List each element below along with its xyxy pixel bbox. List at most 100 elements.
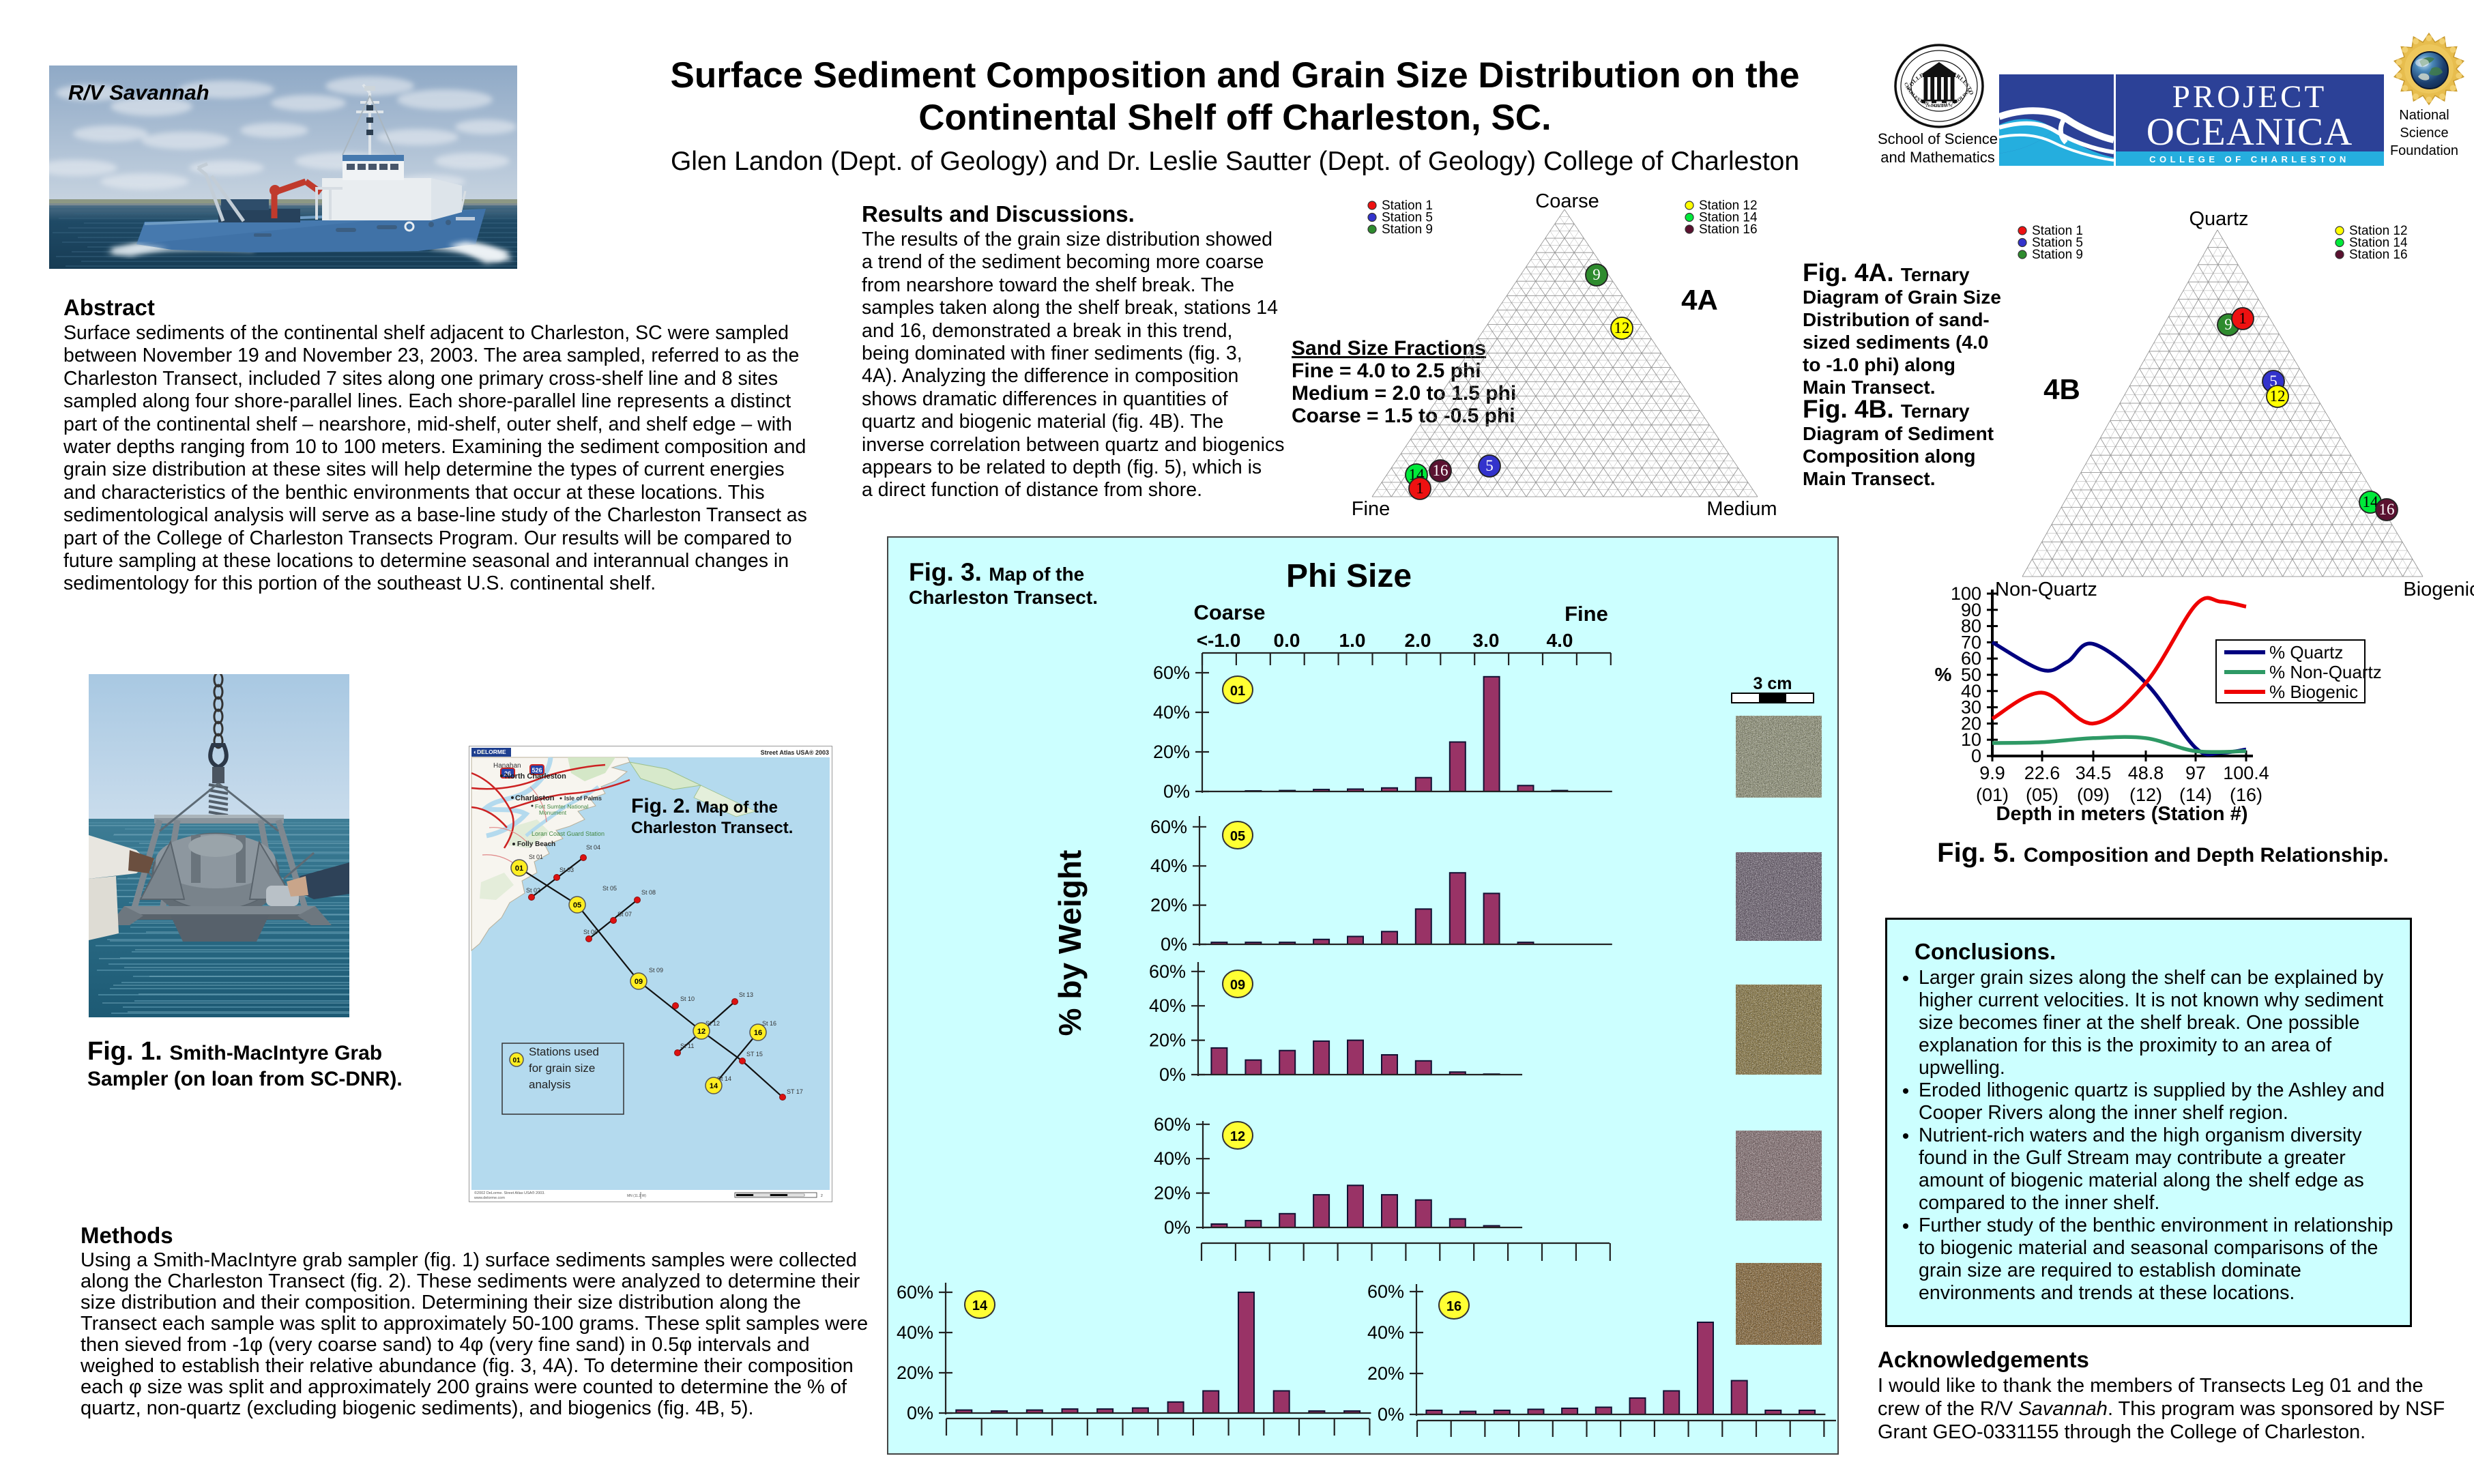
svg-text:100.4: 100.4 bbox=[2223, 763, 2269, 783]
svg-text:05: 05 bbox=[1230, 829, 1245, 844]
svg-text:Biogenic: Biogenic bbox=[2403, 579, 2474, 600]
svg-text:St 07: St 07 bbox=[617, 911, 632, 918]
svg-text:Station 1: Station 1 bbox=[2032, 224, 2083, 238]
svg-text:40%: 40% bbox=[897, 1322, 933, 1343]
svg-text:St 06: St 06 bbox=[583, 929, 598, 935]
svg-text:St 05: St 05 bbox=[602, 885, 617, 892]
svg-text:0%: 0% bbox=[1164, 1217, 1191, 1238]
svg-text:Loran Coast Guard Station: Loran Coast Guard Station bbox=[532, 830, 605, 837]
svg-text:PROJECT: PROJECT bbox=[2172, 79, 2327, 115]
svg-text:20%: 20% bbox=[1153, 742, 1190, 762]
svg-text:Station 5: Station 5 bbox=[1382, 211, 1433, 225]
svg-text:40%: 40% bbox=[1149, 995, 1186, 1016]
svg-text:for grain size: for grain size bbox=[529, 1062, 595, 1075]
svg-text:10: 10 bbox=[1961, 729, 1981, 750]
svg-text:% Quartz: % Quartz bbox=[2269, 642, 2343, 663]
svg-text:60: 60 bbox=[1961, 648, 1981, 669]
svg-text:12: 12 bbox=[2270, 388, 2286, 405]
svg-text:20%: 20% bbox=[1150, 895, 1187, 916]
svg-text:www.delorme.com: www.delorme.com bbox=[474, 1196, 505, 1200]
svg-text:Medium: Medium bbox=[1706, 498, 1777, 520]
svg-text:Coarse: Coarse bbox=[1193, 600, 1265, 624]
svg-text:©2002 DeLorme. Street Atlas US: ©2002 DeLorme. Street Atlas USA® 2003. bbox=[474, 1191, 545, 1195]
svg-text:%: % bbox=[1935, 664, 1952, 685]
svg-text:(05): (05) bbox=[2026, 785, 2058, 805]
svg-text:Station 16: Station 16 bbox=[2349, 248, 2408, 262]
svg-text:Isle of Palms: Isle of Palms bbox=[564, 795, 602, 802]
svg-text:60%: 60% bbox=[1153, 663, 1190, 683]
svg-text:FOUNDED 1770: FOUNDED 1770 bbox=[1926, 104, 1953, 108]
svg-text:20%: 20% bbox=[1149, 1030, 1186, 1051]
svg-text:Station 9: Station 9 bbox=[1382, 222, 1433, 237]
svg-text:% Biogenic: % Biogenic bbox=[2269, 682, 2358, 702]
svg-text:9: 9 bbox=[2224, 316, 2232, 333]
svg-text:14: 14 bbox=[2363, 493, 2379, 510]
svg-text:0%: 0% bbox=[1159, 1064, 1186, 1085]
svg-text:St 11: St 11 bbox=[680, 1043, 694, 1049]
svg-text:St 10: St 10 bbox=[680, 995, 695, 1002]
svg-text:St 04: St 04 bbox=[586, 844, 600, 851]
svg-text:14: 14 bbox=[710, 1082, 718, 1090]
svg-text:2.0: 2.0 bbox=[1405, 630, 1431, 651]
svg-text:20%: 20% bbox=[1367, 1363, 1404, 1384]
svg-text:14: 14 bbox=[972, 1298, 988, 1313]
svg-text:Station 12: Station 12 bbox=[1699, 199, 1758, 213]
svg-text:12: 12 bbox=[697, 1028, 705, 1036]
svg-text:20: 20 bbox=[1961, 713, 1981, 733]
svg-text:1: 1 bbox=[2239, 310, 2247, 327]
svg-text:70: 70 bbox=[1961, 632, 1981, 652]
svg-text:16: 16 bbox=[2379, 501, 2395, 518]
svg-text:4B: 4B bbox=[2043, 373, 2080, 405]
svg-text:ST 15: ST 15 bbox=[746, 1051, 763, 1058]
svg-text:0: 0 bbox=[1971, 746, 1981, 766]
svg-text:Fort Sumter National: Fort Sumter National bbox=[535, 803, 589, 810]
svg-text:01: 01 bbox=[1230, 684, 1245, 699]
svg-text:Folly Beach: Folly Beach bbox=[517, 841, 555, 848]
svg-text:% Non-Quartz: % Non-Quartz bbox=[2269, 662, 2382, 682]
svg-text:St 01: St 01 bbox=[529, 854, 543, 860]
svg-text:Stations used: Stations used bbox=[529, 1045, 599, 1058]
svg-text:Station 16: Station 16 bbox=[1699, 222, 1758, 237]
svg-text:80: 80 bbox=[1961, 616, 1981, 637]
svg-text:5: 5 bbox=[1485, 457, 1494, 474]
svg-text:Monument: Monument bbox=[539, 809, 567, 816]
svg-text:Charleston: Charleston bbox=[515, 794, 555, 802]
svg-text:100: 100 bbox=[1951, 583, 1981, 604]
svg-text:OCEANICA: OCEANICA bbox=[2146, 111, 2353, 154]
svg-text:60%: 60% bbox=[1367, 1281, 1404, 1302]
svg-text:0%: 0% bbox=[1163, 781, 1190, 802]
svg-text:0.0: 0.0 bbox=[1274, 630, 1300, 651]
svg-text:Station 9: Station 9 bbox=[2032, 248, 2083, 262]
svg-text:MN (11.2 W): MN (11.2 W) bbox=[627, 1194, 646, 1198]
svg-text:40%: 40% bbox=[1153, 702, 1190, 723]
svg-text:<-1.0: <-1.0 bbox=[1197, 630, 1241, 651]
svg-text:Coarse: Coarse bbox=[1535, 191, 1599, 212]
svg-text:Quartz: Quartz bbox=[2189, 208, 2248, 230]
svg-text:48.8: 48.8 bbox=[2128, 763, 2164, 783]
svg-text:26: 26 bbox=[504, 770, 511, 777]
svg-text:ST 17: ST 17 bbox=[787, 1088, 803, 1095]
svg-text:9: 9 bbox=[1592, 266, 1601, 283]
svg-text:20%: 20% bbox=[1154, 1183, 1191, 1204]
svg-text:Station 5: Station 5 bbox=[2032, 236, 2083, 250]
svg-text:Station 14: Station 14 bbox=[2349, 236, 2408, 250]
svg-text:St 03: St 03 bbox=[559, 867, 574, 873]
svg-text:North Charleston: North Charleston bbox=[505, 772, 566, 781]
svg-text:Station 12: Station 12 bbox=[2349, 224, 2408, 238]
svg-text:20%: 20% bbox=[897, 1363, 933, 1383]
svg-text:St 02: St 02 bbox=[526, 887, 540, 894]
svg-text:Station 1: Station 1 bbox=[1382, 199, 1433, 213]
svg-text:16: 16 bbox=[1433, 462, 1449, 479]
svg-text:90: 90 bbox=[1961, 600, 1981, 620]
svg-text:22.6: 22.6 bbox=[2024, 763, 2061, 783]
svg-text:Fine: Fine bbox=[1352, 498, 1390, 520]
svg-text:St 08: St 08 bbox=[641, 889, 656, 896]
svg-text:5: 5 bbox=[2269, 373, 2277, 390]
svg-text:Fine: Fine bbox=[1565, 602, 1608, 626]
svg-text:Street Atlas USA® 2003: Street Atlas USA® 2003 bbox=[761, 749, 829, 756]
svg-text:2: 2 bbox=[821, 1194, 823, 1198]
svg-text:09: 09 bbox=[635, 978, 643, 986]
svg-text:34.5: 34.5 bbox=[2076, 763, 2112, 783]
svg-text:3 cm: 3 cm bbox=[1753, 674, 1792, 693]
svg-text:60%: 60% bbox=[1149, 961, 1186, 982]
